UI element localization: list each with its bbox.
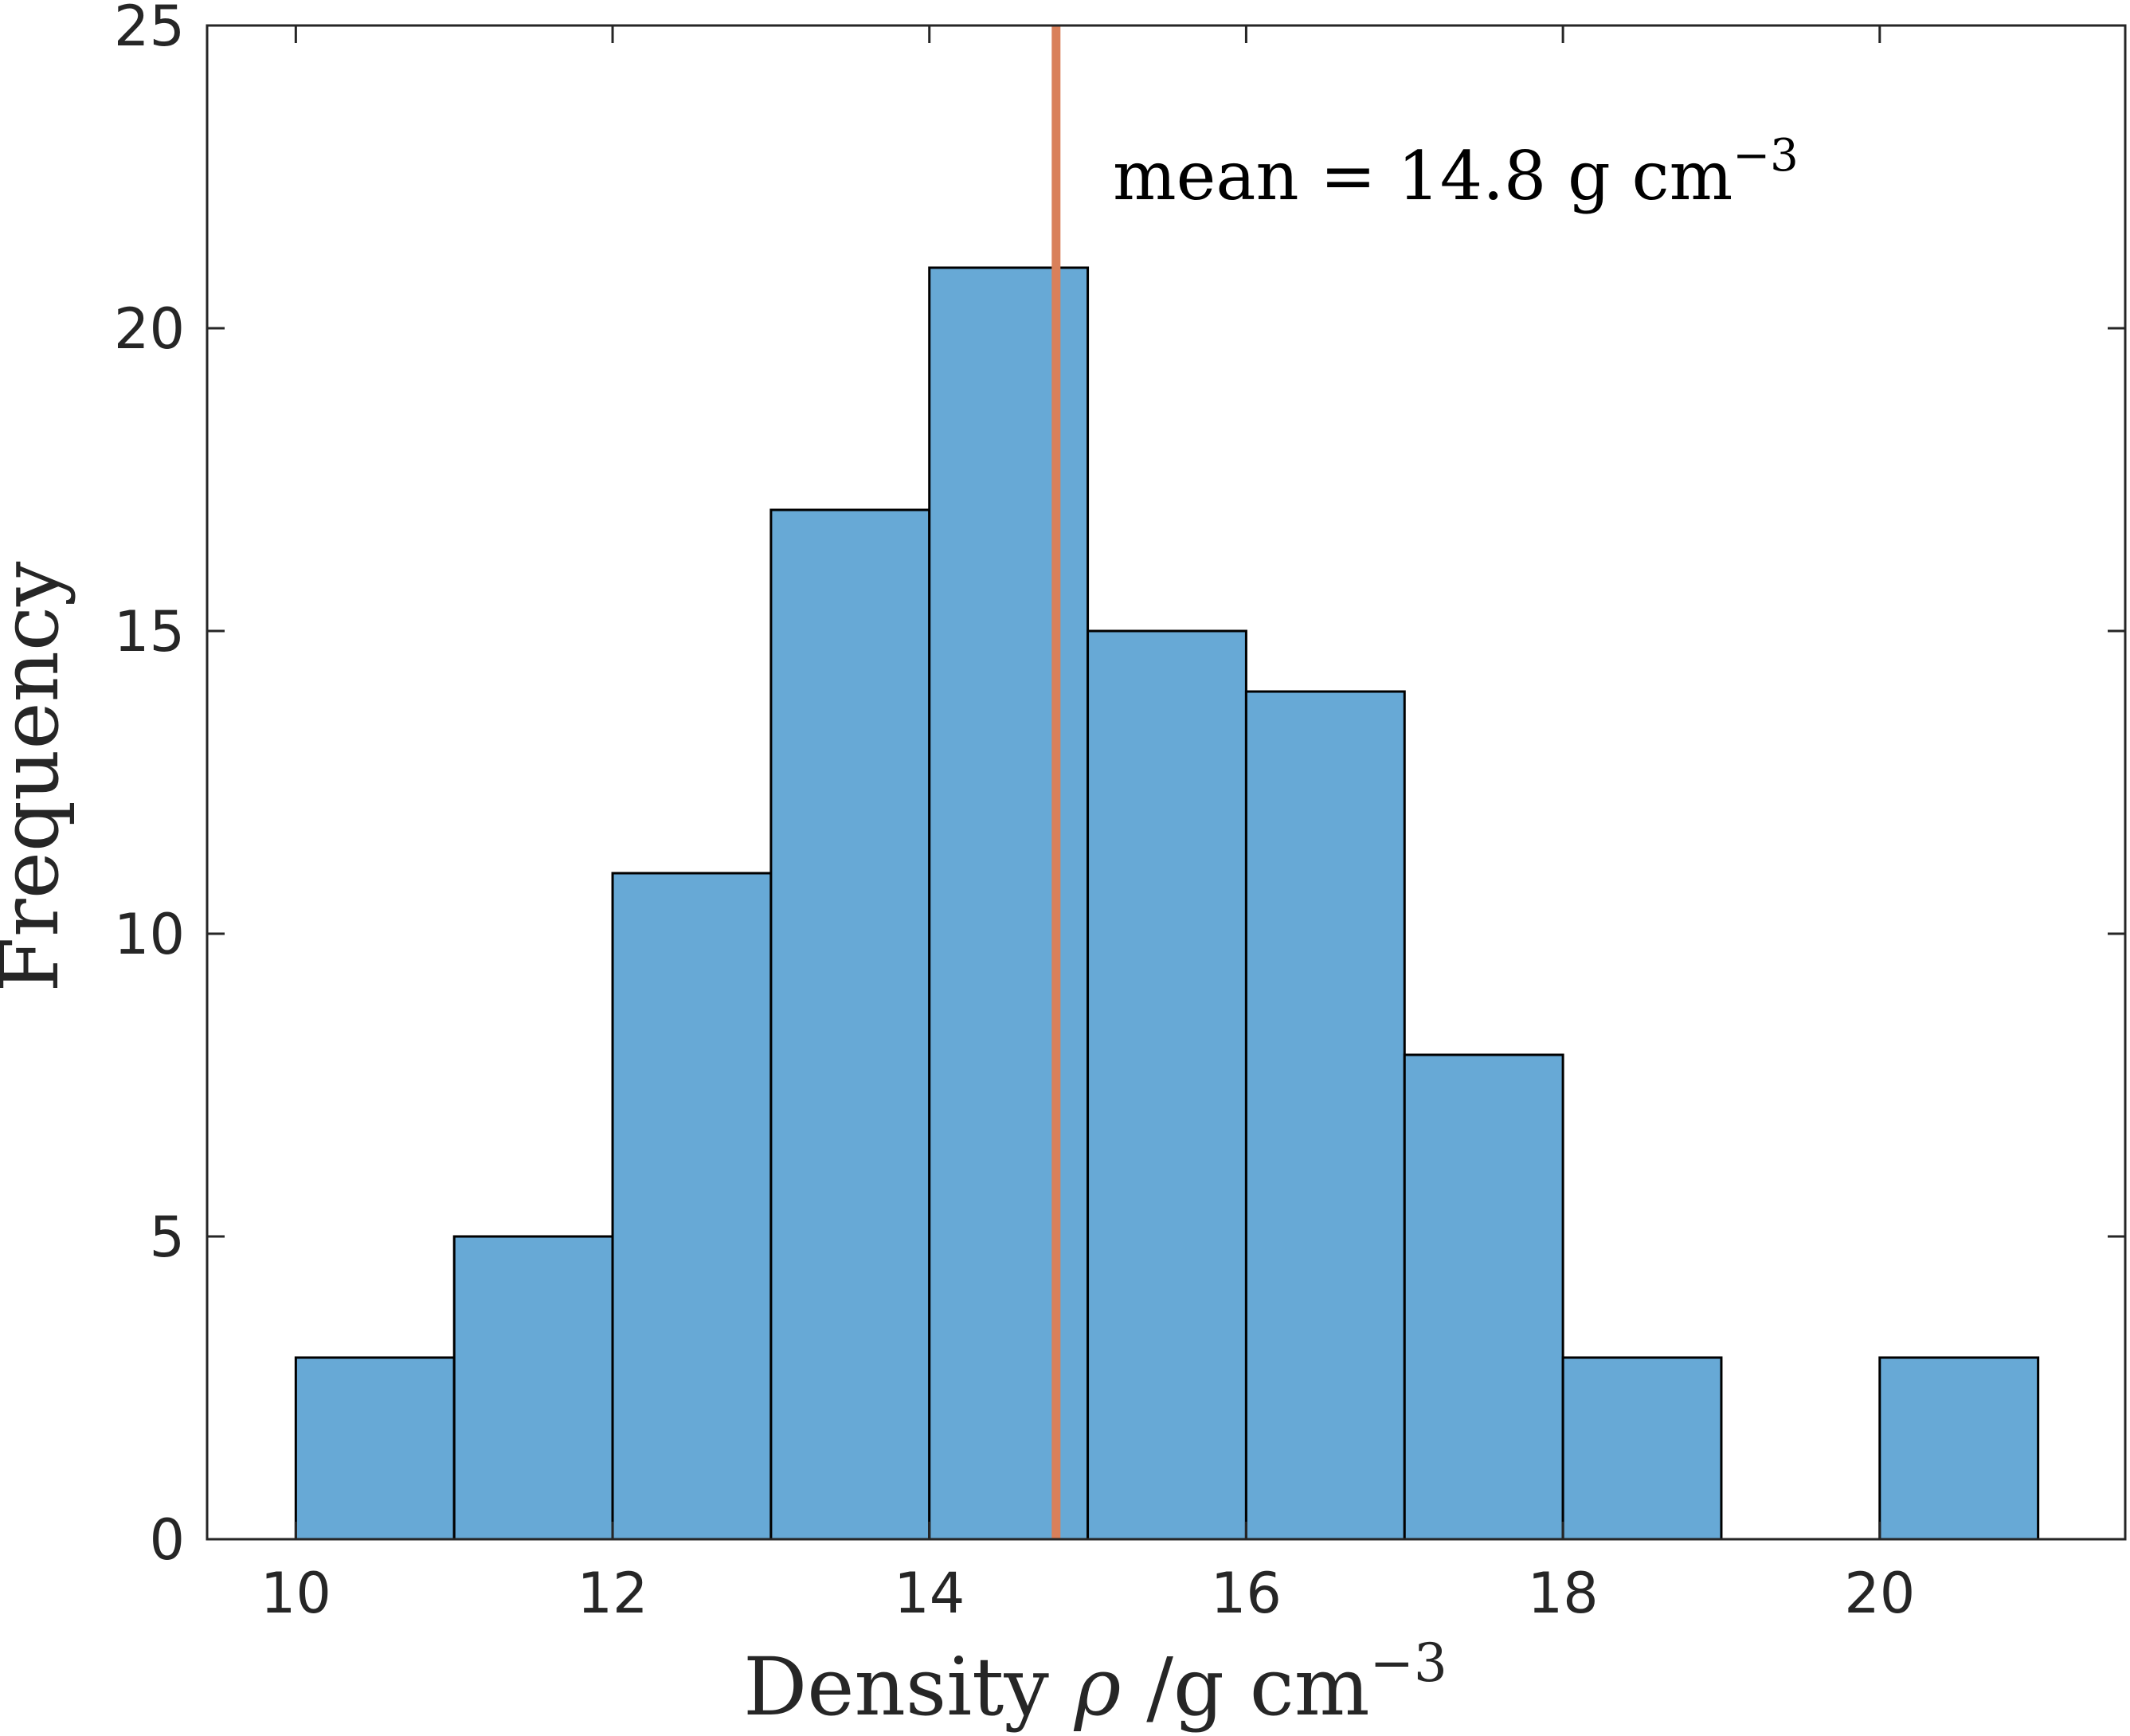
mean-annotation-exponent: −3 <box>1733 130 1799 182</box>
y-tick-label: 10 <box>114 902 185 967</box>
y-axis-title: Frequency <box>0 561 76 992</box>
y-tick-label: 25 <box>114 0 185 59</box>
x-tick-label: 14 <box>894 1561 965 1626</box>
histogram-bar <box>769 508 931 1541</box>
x-axis-title-unit: /g cm <box>1121 1640 1369 1734</box>
histogram-bar <box>1878 1356 2040 1541</box>
histogram-bar <box>294 1356 456 1541</box>
x-axis-title-exponent: −3 <box>1370 1632 1447 1694</box>
y-tick-label: 15 <box>114 599 185 664</box>
histogram-bar <box>1244 690 1406 1541</box>
x-axis-title-symbol: ρ <box>1074 1640 1122 1734</box>
y-axis-ticks: 0 5 10 15 20 25 <box>114 0 2125 1573</box>
plot-frame <box>206 24 2127 1541</box>
histogram-bar <box>1403 1053 1564 1541</box>
y-tick-label: 0 <box>149 1507 185 1573</box>
mean-annotation: mean = 14.8 g cm−3 <box>1113 130 1799 215</box>
histogram-bars <box>294 266 2040 1541</box>
histogram-bar <box>928 266 1090 1541</box>
x-tick-label: 12 <box>578 1561 648 1626</box>
x-tick-label: 16 <box>1211 1561 1282 1626</box>
y-tick-label: 5 <box>149 1205 185 1270</box>
histogram-bar <box>1561 1356 1723 1541</box>
x-tick-label: 10 <box>260 1561 331 1626</box>
x-tick-label: 20 <box>1844 1561 1915 1626</box>
histogram-bar <box>452 1235 614 1541</box>
y-tick-label: 20 <box>114 296 185 362</box>
mean-annotation-text: mean = 14.8 g cm <box>1113 137 1733 215</box>
x-axis-title-prefix: Density <box>743 1640 1075 1734</box>
histogram-bar <box>1087 629 1247 1541</box>
x-axis-ticks: 10 12 14 16 18 20 <box>260 25 1915 1626</box>
x-axis-title: Density ρ /g cm−3 <box>743 1632 1447 1734</box>
x-tick-label: 18 <box>1528 1561 1599 1626</box>
histogram-bar <box>611 872 773 1541</box>
